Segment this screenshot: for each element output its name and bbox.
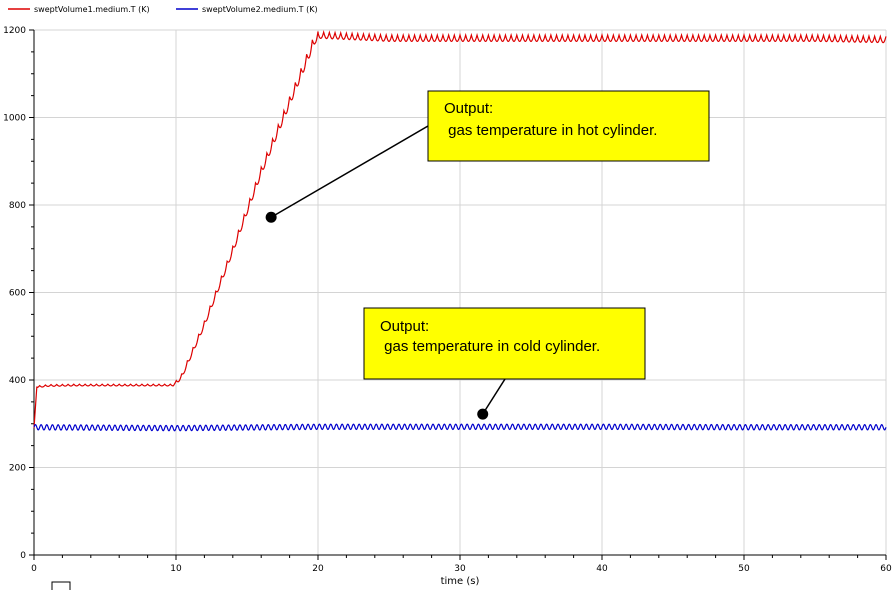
annotation-hot-line2: gas temperature in hot cylinder. — [444, 122, 657, 139]
annotation-hot-line1: Output: — [444, 100, 493, 117]
annotation-cold-marker — [477, 408, 489, 420]
annotation-cold-box — [363, 307, 646, 380]
x-axis-label: time (s) — [441, 576, 480, 587]
series-line-1 — [33, 29, 887, 429]
annotation-hot-leader-line — [270, 125, 429, 218]
series-lines — [33, 29, 887, 432]
y-tick-label-5: 1000 — [3, 114, 26, 124]
y-tick-label-1: 200 — [9, 464, 26, 474]
x-tick-label-2: 20 — [312, 564, 324, 574]
y-tick-label-0: 0 — [20, 551, 26, 561]
y-tick-label-4: 800 — [9, 201, 26, 211]
y-tick-label-6: 1200 — [3, 26, 26, 36]
series-line-2 — [33, 423, 887, 432]
x-tick-label-6: 60 — [880, 564, 892, 574]
y-tick-label-3: 600 — [9, 289, 26, 299]
x-tick-label-1: 10 — [170, 564, 182, 574]
x-tick-label-3: 30 — [454, 564, 466, 574]
legend-label-series-2: sweptVolume2.medium.T (K) — [202, 5, 318, 14]
annotation-hot-cylinder: Output: gas temperature in hot cylinder. — [265, 90, 710, 223]
y-ticks: 0 200 400 600 800 1000 1200 — [3, 26, 34, 561]
legend: sweptVolume1.medium.T (K) sweptVolume2.m… — [8, 5, 318, 14]
zoom-handle[interactable] — [51, 581, 71, 590]
x-tick-label-5: 50 — [738, 564, 750, 574]
x-ticks: 0 10 20 30 40 50 60 — [31, 555, 892, 574]
legend-label-series-1: sweptVolume1.medium.T (K) — [34, 5, 150, 14]
annotation-cold-cylinder: Output: gas temperature in cold cylinder… — [363, 307, 646, 420]
x-tick-label-0: 0 — [31, 564, 37, 574]
annotation-cold-leader-line — [482, 378, 506, 415]
y-tick-label-2: 400 — [9, 376, 26, 386]
annotation-hot-box — [427, 90, 710, 162]
x-tick-label-4: 40 — [596, 564, 608, 574]
annotation-cold-line2: gas temperature in cold cylinder. — [380, 338, 600, 355]
annotation-hot-marker — [265, 211, 277, 223]
annotation-cold-line1: Output: — [380, 318, 429, 335]
